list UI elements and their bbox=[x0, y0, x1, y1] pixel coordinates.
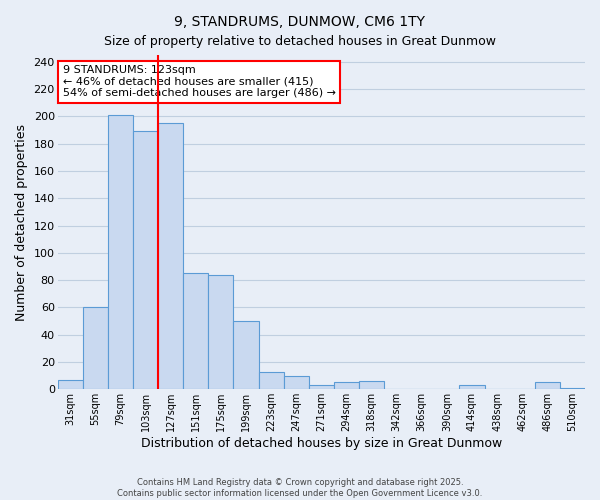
Bar bbox=[284, 376, 309, 390]
Bar bbox=[183, 274, 208, 390]
Bar bbox=[334, 382, 359, 390]
Bar bbox=[83, 308, 108, 390]
Bar bbox=[259, 372, 284, 390]
Bar bbox=[535, 382, 560, 390]
Bar bbox=[208, 274, 233, 390]
Bar bbox=[133, 132, 158, 390]
Bar bbox=[158, 123, 183, 390]
Text: Size of property relative to detached houses in Great Dunmow: Size of property relative to detached ho… bbox=[104, 35, 496, 48]
Text: 9, STANDRUMS, DUNMOW, CM6 1TY: 9, STANDRUMS, DUNMOW, CM6 1TY bbox=[175, 15, 425, 29]
Bar bbox=[560, 388, 585, 390]
Text: Contains HM Land Registry data © Crown copyright and database right 2025.
Contai: Contains HM Land Registry data © Crown c… bbox=[118, 478, 482, 498]
Bar bbox=[233, 321, 259, 390]
Bar bbox=[460, 385, 485, 390]
Bar bbox=[58, 380, 83, 390]
Bar bbox=[108, 115, 133, 390]
Bar bbox=[309, 385, 334, 390]
Y-axis label: Number of detached properties: Number of detached properties bbox=[15, 124, 28, 320]
X-axis label: Distribution of detached houses by size in Great Dunmow: Distribution of detached houses by size … bbox=[140, 437, 502, 450]
Bar bbox=[359, 381, 384, 390]
Text: 9 STANDRUMS: 123sqm
← 46% of detached houses are smaller (415)
54% of semi-detac: 9 STANDRUMS: 123sqm ← 46% of detached ho… bbox=[63, 65, 336, 98]
